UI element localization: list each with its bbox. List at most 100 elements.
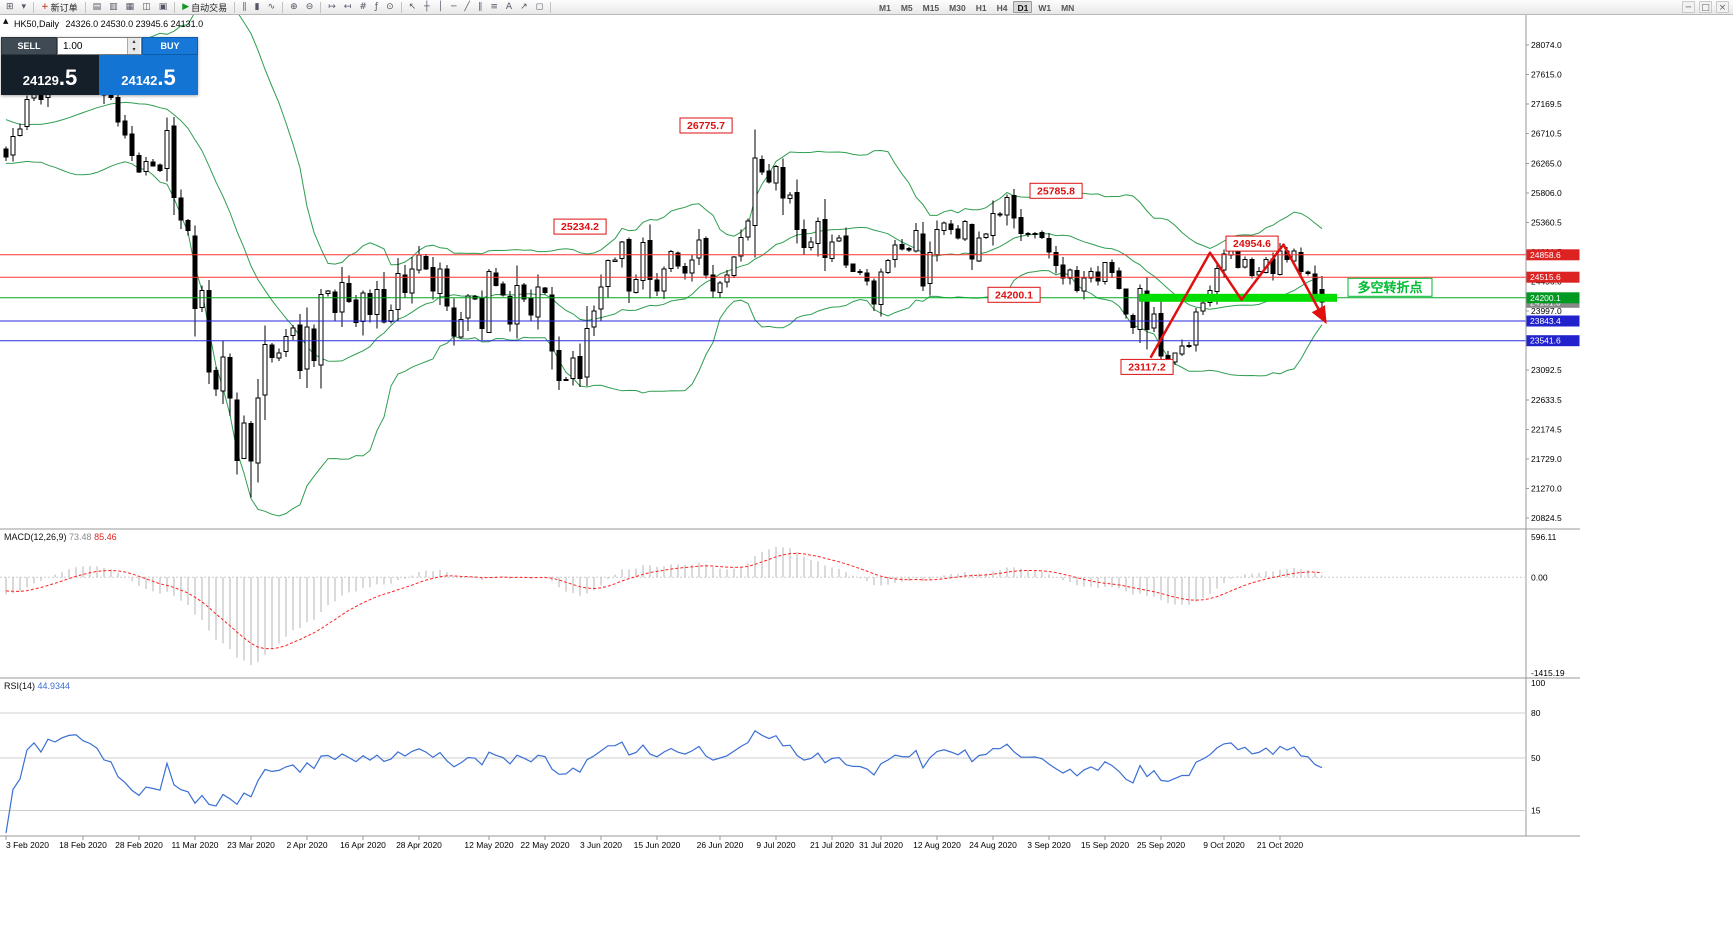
svg-text:24200.1: 24200.1 [1530, 293, 1561, 303]
svg-text:26775.7: 26775.7 [687, 120, 725, 132]
date-axis-label: 12 Aug 2020 [913, 840, 961, 850]
timeframe-h1-button[interactable]: H1 [975, 3, 987, 13]
one-click-trading-panel: SELL ▴ ▾ BUY 24129.5 24142.5 [1, 37, 198, 95]
volume-input[interactable] [58, 38, 127, 54]
buy-price-dec: .5 [157, 65, 176, 90]
toolbar-separator [282, 1, 284, 13]
fibonacci-retracement-icon: ≡ [490, 1, 498, 12]
timeframe-d1-button[interactable]: D1 [1013, 1, 1033, 13]
candlestick-chart-button[interactable]: ▮ [251, 1, 264, 14]
fibonacci-retracement-button[interactable]: ≡ [486, 1, 502, 14]
price-axis-label: 26710.5 [1531, 129, 1562, 139]
horizontal-line-button[interactable]: ─ [447, 1, 460, 14]
timeframe-m1-button[interactable]: M1 [879, 3, 891, 13]
svg-text:24200.1: 24200.1 [995, 289, 1033, 301]
price-annotation[interactable]: 25234.2 [553, 218, 607, 235]
date-axis-label: 3 Jun 2020 [580, 840, 622, 850]
chart-background [0, 15, 1580, 851]
new-order-button[interactable]: + 新订单 [37, 1, 82, 14]
zoom-out-button[interactable]: ⊖ [302, 1, 318, 14]
market-watch-button[interactable]: ▤ [89, 1, 106, 14]
price-axis-label: 23092.5 [1531, 365, 1562, 375]
timeframe-m30-button[interactable]: M30 [949, 3, 966, 13]
arrow-tools-icon: ↗ [520, 1, 528, 12]
chart-title: HK50,Daily 24326.0 24530.0 23945.6 24131… [14, 19, 207, 29]
date-axis-label: 11 Mar 2020 [171, 840, 218, 850]
timeframe-m5-button[interactable]: M5 [900, 3, 913, 13]
sell-price[interactable]: 24129.5 [1, 55, 99, 95]
grid-icon: # [359, 1, 367, 12]
date-axis-label: 21 Jul 2020 [810, 840, 854, 850]
equidistant-channel-button[interactable]: ∥ [474, 1, 487, 14]
timeframe-h4-button[interactable]: H4 [996, 3, 1008, 13]
cursor-button[interactable]: ↖ [405, 1, 421, 14]
timeframe-mn-button[interactable]: MN [1061, 3, 1075, 13]
text-label-button[interactable]: A [502, 1, 516, 14]
rsi-axis-label: 100 [1531, 678, 1545, 688]
trend-projection-arrow[interactable] [1149, 243, 1327, 359]
volume-up-button[interactable]: ▴ [128, 38, 140, 46]
green-highlight-bar[interactable] [1139, 293, 1337, 302]
rsi-axis-label: 50 [1531, 753, 1541, 763]
new-order-label: 新订单 [50, 2, 78, 13]
sell-button[interactable]: SELL [1, 37, 57, 55]
macd-axis-label: 0.00 [1531, 572, 1548, 582]
svg-text:多空转折点: 多空转折点 [1357, 280, 1422, 295]
buy-price[interactable]: 24142.5 [99, 55, 198, 95]
date-axis-label: 24 Aug 2020 [969, 840, 1017, 850]
arrow-tools-button[interactable]: ↗ [516, 1, 532, 14]
equidistant-channel-icon: ∥ [477, 1, 483, 12]
new-order-icon: + [41, 1, 49, 12]
cursor-icon: ↖ [408, 1, 417, 12]
new-chart-button[interactable]: ⊞ [2, 1, 18, 14]
close-window-button[interactable]: × [1716, 1, 1729, 13]
trendline-button[interactable]: ╱ [460, 1, 473, 14]
line-chart-button[interactable]: ∿ [264, 1, 280, 14]
auto-scroll-button[interactable]: ↦ [324, 1, 340, 14]
volume-box: ▴ ▾ [57, 37, 142, 55]
bar-chart-button[interactable]: ∥ [238, 1, 251, 14]
auto-trading-button[interactable]: ▶ 自动交易 [178, 1, 231, 14]
indicators-button[interactable]: ƒ [371, 1, 382, 14]
shapes-icon: ◻ [535, 1, 544, 12]
price-annotation[interactable]: 23117.2 [1120, 358, 1174, 375]
date-axis-label: 23 Mar 2020 [227, 840, 275, 850]
date-axis-label: 22 May 2020 [520, 840, 569, 850]
minimize-window-button[interactable]: ─ [1682, 1, 1695, 13]
price-axis-label: 22633.5 [1531, 395, 1562, 405]
grid-button[interactable]: # [355, 1, 371, 14]
one-click-collapse-icon[interactable]: ▲ [3, 17, 9, 25]
chart-profiles-button[interactable]: ▾ [18, 1, 31, 14]
price-annotation[interactable]: 26775.7 [679, 117, 733, 134]
timeframe-w1-button[interactable]: W1 [1038, 3, 1052, 13]
vertical-line-button[interactable]: │ [434, 1, 447, 14]
window-controls: ─ □ × [1682, 0, 1729, 14]
toolbar-separator [174, 1, 176, 13]
buy-button[interactable]: BUY [142, 37, 198, 55]
rsi-axis-label: 15 [1531, 806, 1541, 816]
date-axis-label: 3 Feb 2020 [6, 840, 49, 850]
volume-down-button[interactable]: ▾ [128, 46, 140, 54]
navigator-button[interactable]: ▦ [122, 1, 139, 14]
chart-canvas[interactable]: 28074.0 27615.0 27169.5 26710.5 26265.0 25806… [0, 15, 1580, 851]
price-annotation[interactable]: 24200.1 [987, 286, 1041, 303]
shapes-button[interactable]: ◻ [532, 1, 547, 14]
chart-window: 28074.0 27615.0 27169.5 26710.5 26265.0 25806… [0, 15, 1580, 851]
terminal-button[interactable]: ◫ [138, 1, 155, 14]
data-window-button[interactable]: ▥ [105, 1, 122, 14]
chart-shift-button[interactable]: ↤ [340, 1, 356, 14]
strategy-tester-button[interactable]: ▣ [155, 1, 172, 14]
timeframe-m15-button[interactable]: M15 [922, 3, 940, 13]
restore-window-button[interactable]: □ [1699, 1, 1712, 13]
price-axis-label: 20824.5 [1531, 513, 1562, 523]
price-annotation[interactable]: 25785.8 [1029, 182, 1083, 199]
cycles-button[interactable]: ⊙ [382, 1, 398, 14]
rsi-line [5, 729, 1323, 834]
crosshair-button[interactable]: ┼ [420, 1, 433, 14]
price-annotation[interactable]: 24954.6 [1225, 235, 1279, 252]
zoom-in-button[interactable]: ⊕ [286, 1, 302, 14]
macd-panel: MACD(12,26,9) 73.48 85.46 596.11 0.00 -1415… [0, 532, 1565, 678]
symbol-timeframe-label: HK50,Daily [14, 19, 60, 29]
turning-point-note[interactable]: 多空转折点 [1347, 277, 1433, 297]
date-axis-label: 9 Jul 2020 [756, 840, 795, 850]
